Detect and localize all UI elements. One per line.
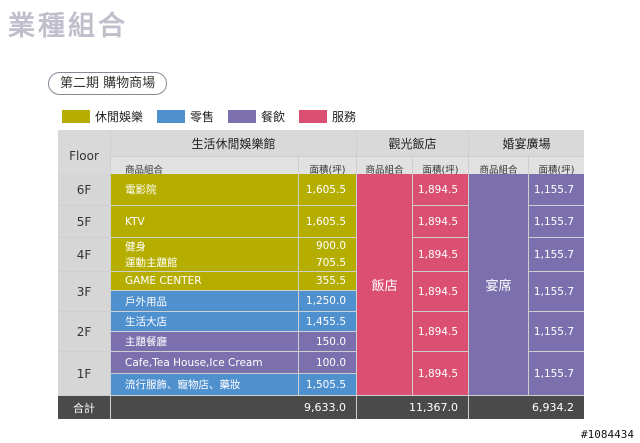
page-title: 業種組合 <box>8 11 128 42</box>
hotel-area: 1,894.5 <box>413 238 468 271</box>
leisure-header: 生活休閒娛樂館 <box>111 130 356 156</box>
legend-swatch-service <box>299 109 328 123</box>
legend-item-retail: 零售 <box>157 108 214 125</box>
floor-label-6f: 6F <box>58 174 110 205</box>
retail-item-area: 1,250.0 <box>299 291 356 311</box>
leisure-item-area: 1,605.5 <box>299 174 356 205</box>
leisure-item-area: 705.5 <box>315 256 346 269</box>
leisure-item-area: 1,605.5 <box>299 206 356 237</box>
phase-label: 第二期 購物商場 <box>48 72 168 95</box>
banquet-name: 宴席 <box>469 174 528 395</box>
total-label: 合計 <box>58 396 110 419</box>
floor-label-3f: 3F <box>58 272 110 311</box>
legend-swatch-retail <box>157 109 186 123</box>
floor-label-4f: 4F <box>58 238 110 271</box>
banquet-area: 1,155.7 <box>529 272 584 311</box>
legend-item-dining: 餐飲 <box>228 108 285 125</box>
dining-item-area: 100.0 <box>299 352 356 373</box>
legend-item-service: 服務 <box>299 108 356 125</box>
dining-item-name: 主題餐廳 <box>111 332 298 351</box>
leisure-item-name: KTV <box>111 206 298 237</box>
legend: 休閒娛樂 零售 餐飲 服務 <box>62 108 370 124</box>
dining-item-name: Cafe,Tea House,Ice Cream <box>111 352 298 373</box>
tenant-mix-table: Floor 生活休閒娛樂館 觀光飯店 婚宴廣場 商品組合 面積(坪) 商品組合 … <box>58 130 584 419</box>
hotel-area: 1,894.5 <box>413 312 468 351</box>
leisure-item-name: 電影院 <box>111 174 298 205</box>
leisure-item-area: 900.0 <box>315 240 346 253</box>
leisure-item-name: GAME CENTER <box>111 272 298 290</box>
retail-item-name: 流行服飾、寵物店、藥妝 <box>111 374 298 395</box>
banquet-area: 1,155.7 <box>529 312 584 351</box>
leisure-item-name: 健身 <box>125 240 146 253</box>
retail-item-area: 1,505.5 <box>299 374 356 395</box>
floor-label-2f: 2F <box>58 312 110 351</box>
banquet-area: 1,155.7 <box>529 238 584 271</box>
hotel-area: 1,894.5 <box>413 174 468 205</box>
legend-label: 餐飲 <box>261 109 286 124</box>
hotel-area: 1,894.5 <box>413 352 468 395</box>
legend-label: 服務 <box>332 109 357 124</box>
banquet-area: 1,155.7 <box>529 352 584 395</box>
hotel-header: 觀光飯店 <box>357 130 468 156</box>
hotel-area: 1,894.5 <box>413 272 468 311</box>
retail-item-name: 戶外用品 <box>111 291 298 311</box>
retail-item-area: 1,455.5 <box>299 312 356 331</box>
total-leisure: 9,633.0 <box>111 396 356 419</box>
floor-label-5f: 5F <box>58 206 110 237</box>
total-banquet: 6,934.2 <box>469 396 584 419</box>
legend-swatch-leisure <box>62 109 90 123</box>
floor-label-1f: 1F <box>58 352 110 395</box>
watermark: #1084434 <box>581 428 634 441</box>
retail-item-name: 生活大店 <box>111 312 298 331</box>
legend-item-leisure: 休閒娛樂 <box>62 108 143 125</box>
hotel-area: 1,894.5 <box>413 206 468 237</box>
banquet-area: 1,155.7 <box>529 206 584 237</box>
leisure-item-name: 運動主題館 <box>125 257 178 270</box>
leisure-item-area: 355.5 <box>299 272 356 290</box>
legend-swatch-dining <box>228 109 257 123</box>
leisure-item-area-group: 900.0 705.5 <box>299 238 356 271</box>
legend-label: 休閒娛樂 <box>95 109 144 124</box>
legend-label: 零售 <box>190 109 215 124</box>
dining-item-area: 150.0 <box>299 332 356 351</box>
banquet-area: 1,155.7 <box>529 174 584 205</box>
floor-header: Floor <box>58 130 110 181</box>
leisure-item-name-group: 健身 運動主題館 <box>111 238 298 271</box>
banquet-header: 婚宴廣場 <box>469 130 584 156</box>
total-hotel: 11,367.0 <box>357 396 468 419</box>
hotel-name: 飯店 <box>357 174 412 395</box>
